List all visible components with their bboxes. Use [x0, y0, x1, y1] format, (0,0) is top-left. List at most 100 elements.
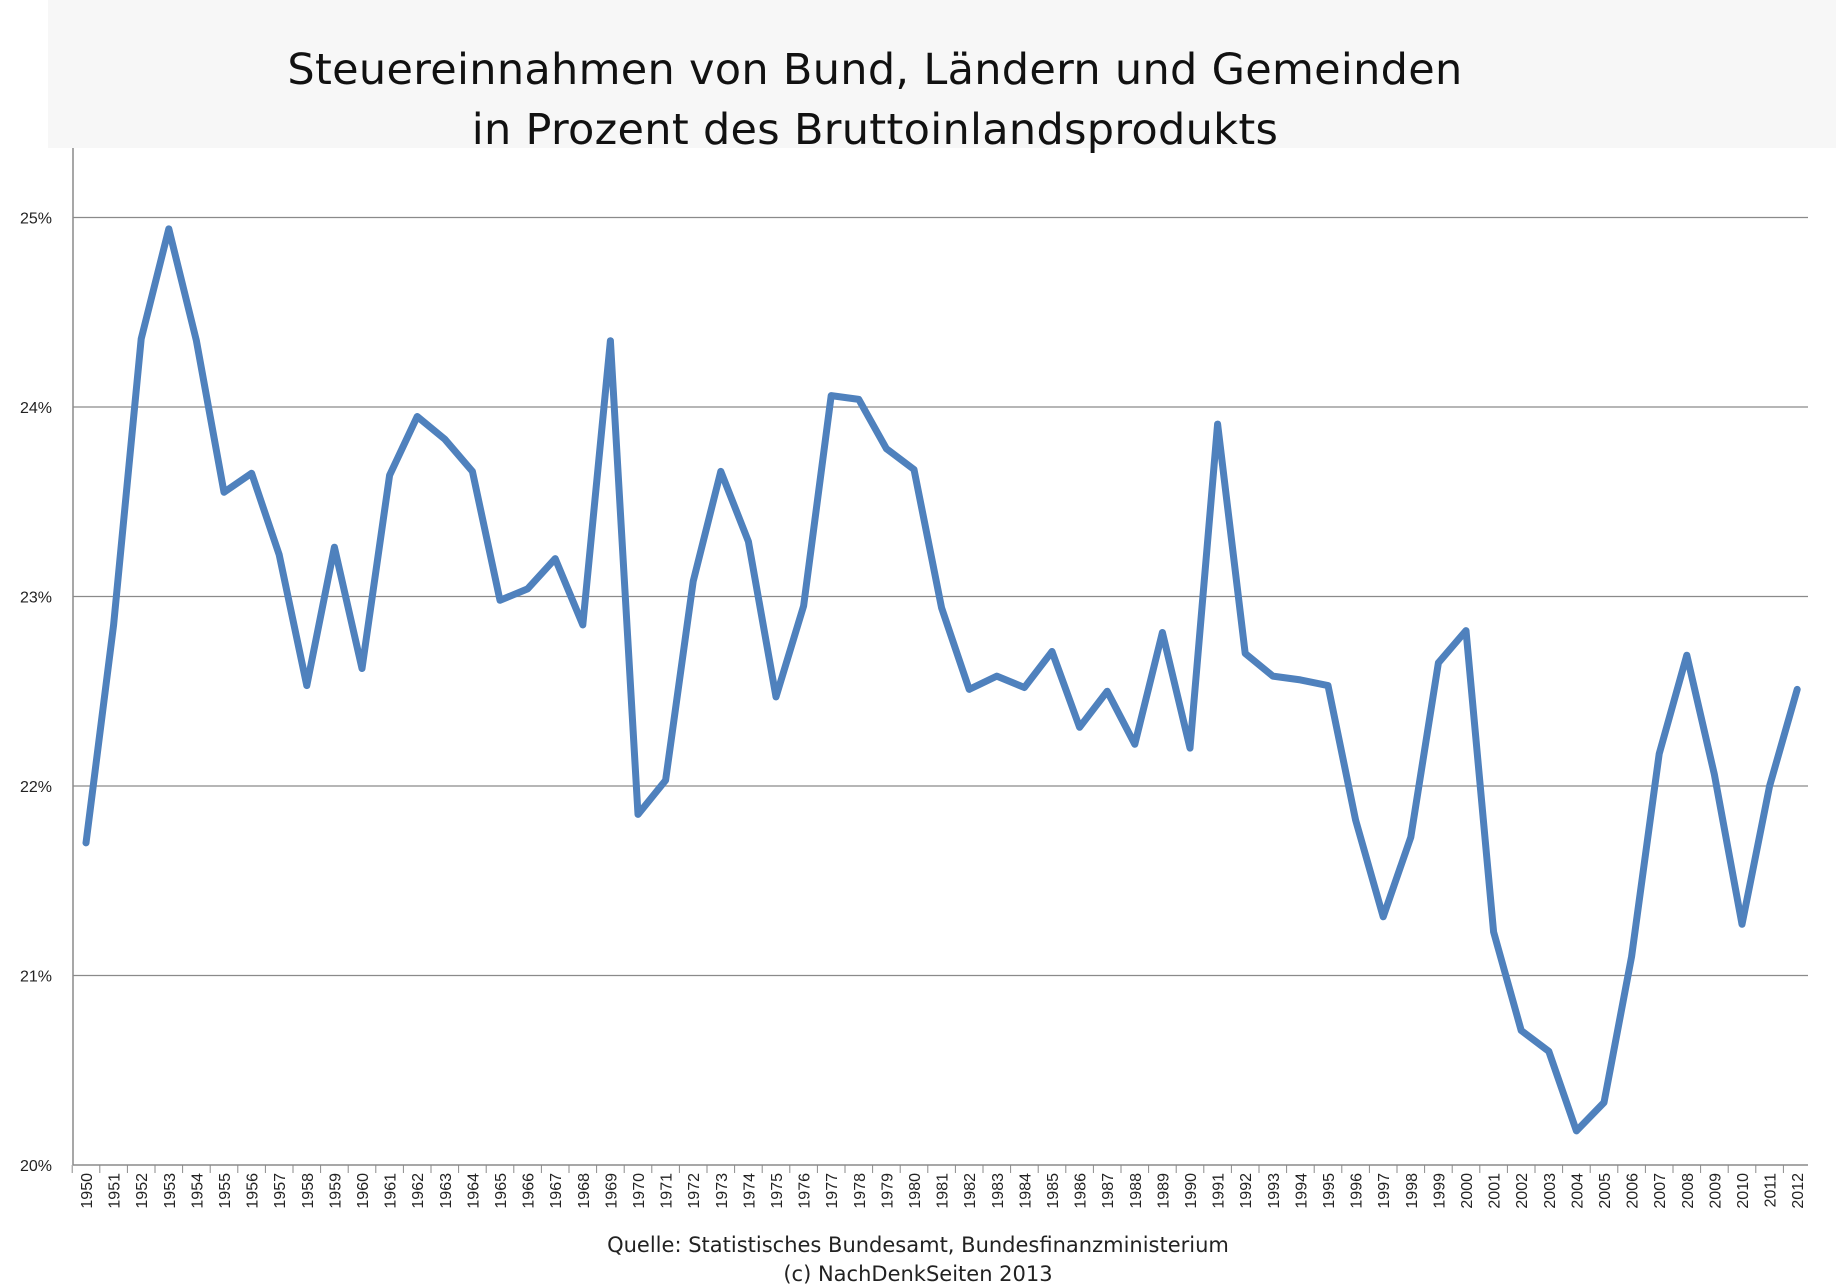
- data-point: [1490, 928, 1497, 936]
- x-tick-label: 1965: [493, 1173, 510, 1209]
- data-point: [772, 693, 780, 701]
- x-tick-label: 2008: [1680, 1173, 1697, 1209]
- y-tick-label: 21%: [20, 969, 52, 986]
- x-tick-label: 1958: [300, 1173, 317, 1209]
- x-tick-label: 1998: [1404, 1173, 1421, 1209]
- data-point: [1324, 682, 1332, 689]
- x-tick-label: 1966: [521, 1173, 538, 1209]
- x-tick-label: 1963: [438, 1173, 455, 1209]
- data-point: [1573, 1127, 1580, 1135]
- x-tick-label: 1982: [962, 1173, 979, 1209]
- series-line: [82, 225, 1801, 1135]
- x-tick-label: 1972: [686, 1173, 703, 1209]
- data-point: [1021, 684, 1028, 691]
- data-point: [1656, 750, 1663, 757]
- x-tick-label: 2002: [1514, 1173, 1531, 1209]
- x-tick-label: 1995: [1321, 1173, 1338, 1209]
- data-point: [331, 544, 338, 551]
- data-point: [883, 445, 890, 452]
- data-point: [662, 777, 669, 784]
- x-tick-label: 2005: [1597, 1173, 1614, 1209]
- x-tick-label: 2006: [1625, 1173, 1642, 1209]
- data-point: [1242, 650, 1249, 657]
- title-band: [48, 0, 1836, 148]
- data-point: [1104, 688, 1111, 695]
- x-tick-label: 1989: [1155, 1173, 1172, 1209]
- data-point: [1545, 1048, 1553, 1055]
- x-tick-label: 1993: [1266, 1173, 1283, 1209]
- x-tick-label: 2011: [1763, 1173, 1780, 1208]
- data-point: [276, 551, 283, 559]
- data-point: [634, 811, 642, 818]
- data-point: [1352, 816, 1359, 824]
- data-point: [414, 413, 421, 420]
- x-tick-label: 1984: [1017, 1173, 1034, 1209]
- data-point: [1269, 672, 1277, 680]
- x-tick-label: 1959: [327, 1173, 344, 1209]
- x-tick-label: 2012: [1790, 1173, 1807, 1209]
- data-point: [1297, 676, 1304, 684]
- source-note: Quelle: Statistisches Bundesamt, Bundesf…: [607, 1233, 1229, 1257]
- x-tick-label: 1971: [659, 1173, 676, 1209]
- x-tick-label: 1957: [272, 1173, 289, 1209]
- x-tick-label: 1990: [1183, 1173, 1200, 1209]
- copyright-note: (c) NachDenkSeiten 2013: [783, 1262, 1053, 1286]
- data-point: [248, 470, 255, 477]
- x-tick-label: 1985: [1045, 1173, 1062, 1209]
- y-tick-label: 20%: [20, 1158, 52, 1175]
- x-tick-label: 1981: [935, 1173, 952, 1209]
- data-point: [303, 682, 310, 689]
- data-point: [1048, 648, 1056, 655]
- chart-title-line2: in Prozent des Bruttoinlandsprodukts: [471, 105, 1279, 155]
- data-point: [165, 225, 172, 233]
- data-point: [1214, 420, 1221, 428]
- x-tick-label: 1976: [797, 1173, 814, 1209]
- x-tick-label: 1955: [217, 1173, 234, 1209]
- x-tick-label: 2007: [1652, 1173, 1669, 1209]
- data-point: [938, 604, 945, 612]
- data-point: [1711, 771, 1718, 778]
- y-tick-label: 23%: [20, 590, 52, 607]
- x-tick-label: 1951: [107, 1173, 124, 1209]
- data-point: [1076, 724, 1083, 731]
- x-tick-label: 1975: [769, 1173, 786, 1209]
- data-point: [1462, 627, 1470, 634]
- data-point: [386, 472, 393, 479]
- x-tick-label: 1967: [548, 1173, 565, 1209]
- x-tick-label: 2001: [1487, 1173, 1504, 1209]
- x-tick-labels: 1950 1951 1952 1953 1954 1955 1956 1957 1958 1959…: [71, 1165, 1807, 1209]
- x-tick-label: 1986: [1073, 1173, 1090, 1209]
- x-tick-label: 1960: [355, 1173, 372, 1209]
- x-tick-label: 1978: [852, 1173, 869, 1209]
- y-tick-label: 24%: [20, 400, 52, 417]
- data-point: [717, 468, 724, 475]
- data-point: [1407, 833, 1415, 841]
- x-tick-label: 1961: [383, 1173, 400, 1209]
- x-tick-label: 1994: [1293, 1173, 1310, 1209]
- data-point: [82, 839, 90, 847]
- data-point: [966, 686, 973, 693]
- data-point: [496, 597, 504, 604]
- data-point: [1518, 1027, 1525, 1034]
- data-point: [193, 337, 200, 344]
- data-point: [855, 396, 862, 403]
- data-point: [1186, 744, 1194, 752]
- y-tick-labels: 20% 21% 22% 23% 24% 25%: [20, 211, 52, 1176]
- data-point: [441, 436, 448, 443]
- data-point: [1435, 659, 1442, 667]
- data-point: [1600, 1099, 1608, 1106]
- data-point: [524, 585, 531, 593]
- x-tick-label: 1996: [1349, 1173, 1366, 1209]
- data-point: [1738, 921, 1746, 928]
- data-point: [828, 392, 835, 399]
- x-tick-label: 1979: [879, 1173, 896, 1209]
- data-point: [690, 578, 697, 585]
- data-point: [1131, 741, 1139, 748]
- x-tick-label: 2000: [1459, 1173, 1476, 1209]
- x-tick-label: 1964: [465, 1173, 482, 1209]
- x-tick-label: 1999: [1431, 1173, 1448, 1209]
- x-tick-label: 1983: [990, 1173, 1007, 1209]
- y-tick-label: 22%: [20, 779, 52, 796]
- chart-title: Steuereinnahmen von Bund, Ländern und Ge…: [0, 40, 1750, 160]
